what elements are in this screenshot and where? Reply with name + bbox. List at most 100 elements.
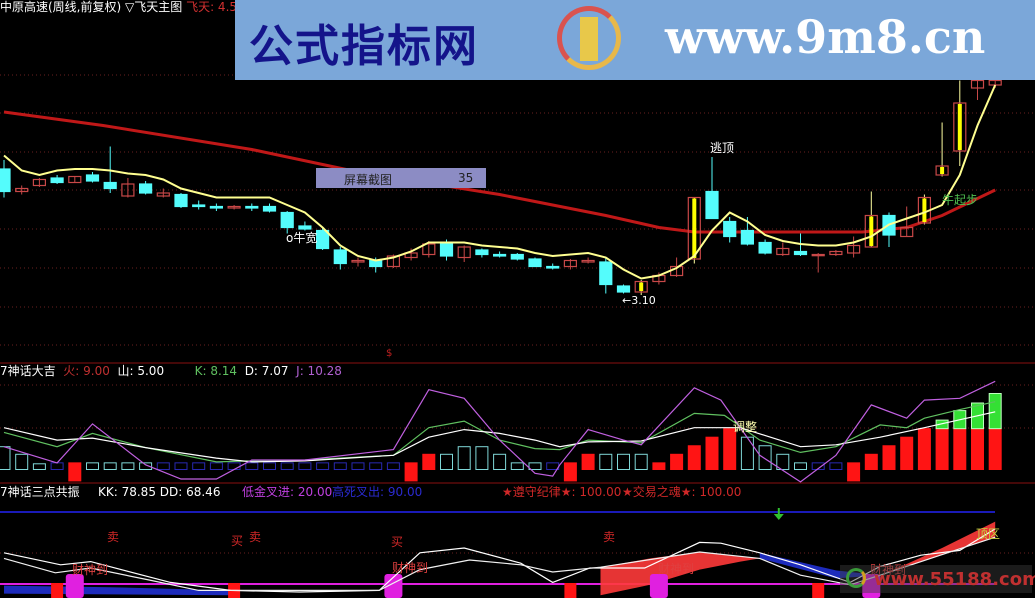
- candle-down: [723, 220, 737, 238]
- candle-down: [298, 225, 312, 230]
- candle-up: [32, 178, 47, 187]
- candle-strong-fill: [692, 198, 697, 258]
- candle-strong-fill: [869, 216, 874, 246]
- histogram-bar-red: [864, 453, 878, 470]
- mid-indicator-name[interactable]: 7神话大吉: [0, 364, 56, 378]
- histogram-bar-red: [68, 462, 82, 482]
- histogram-bar-cyan: [440, 453, 453, 470]
- histogram-bar-red: [882, 445, 896, 470]
- candle-up: [404, 252, 418, 259]
- histogram-bar-blue: [351, 462, 365, 471]
- histogram-bar-blue: [298, 462, 312, 471]
- histogram-bar-red: [847, 462, 861, 482]
- candle-up: [634, 280, 648, 293]
- sell-label: 卖: [603, 530, 616, 544]
- histogram-bar-cyan: [32, 463, 46, 470]
- histogram-bar-blue: [263, 462, 276, 471]
- golden-cross-value: 低金叉进: 20.00: [242, 485, 333, 499]
- site-name: 公式指标网: [249, 21, 479, 72]
- site-url: www.9m8.cn: [665, 10, 986, 64]
- mountain-value: 山: 5.00: [117, 364, 165, 378]
- fortune-label: 财神到: [870, 563, 907, 577]
- buy-bar: [812, 583, 825, 598]
- bottom-indicator-name[interactable]: 7神话三点共振: [0, 485, 80, 499]
- screenshot-label: 屏幕截图: [344, 173, 393, 187]
- candle-up: [351, 259, 365, 263]
- candle-down: [192, 204, 206, 208]
- d-line: [3, 411, 996, 463]
- histogram-bar-cyan: [528, 462, 542, 471]
- histogram-bar-blue: [192, 462, 206, 471]
- candle-down: [280, 211, 294, 229]
- candle-up: [900, 226, 914, 238]
- low-price-marker: ←3.10: [622, 294, 656, 307]
- histogram-bar-blue: [174, 462, 188, 471]
- histogram-bar-blue: [316, 462, 330, 471]
- histogram-bar-red: [404, 462, 418, 482]
- candle-up: [970, 79, 985, 89]
- histogram-bar-red: [971, 428, 984, 470]
- histogram-bar-red: [705, 436, 719, 471]
- histogram-bar-cyan: [617, 453, 630, 470]
- j-value: J: 10.28: [296, 364, 342, 378]
- main-indicator-name[interactable]: ▽飞天主图: [125, 0, 183, 14]
- histogram-bar-cyan: [475, 446, 489, 471]
- histogram-bar-cyan: [758, 445, 772, 470]
- j-line: [3, 380, 996, 483]
- fortune-pillar: [65, 574, 84, 598]
- histogram-bar-cyan: [15, 453, 29, 470]
- k-value: K: 8.14: [194, 364, 238, 378]
- histogram-bar-cyan: [139, 462, 153, 471]
- screenshot-tooltip[interactable]: 屏幕截图 35: [316, 168, 486, 188]
- histogram-bar-cyan: [740, 436, 754, 471]
- histogram-bar-red: [917, 428, 931, 470]
- candle-down: [705, 190, 719, 220]
- adjust-label: 调整: [733, 420, 758, 434]
- candle-down: [599, 261, 613, 286]
- histogram-bar-blue: [50, 462, 64, 471]
- kk-dd-value: KK: 78.85 DD: 68.46: [98, 485, 221, 499]
- histogram-bar-blue: [280, 462, 294, 471]
- histogram-bar-cyan: [86, 462, 99, 471]
- candle-down: [316, 229, 330, 250]
- histogram-bar-cyan: [776, 453, 790, 470]
- histogram-bar-blue: [333, 462, 347, 471]
- screenshot-count: 35: [458, 171, 474, 185]
- candle-down: [439, 241, 454, 257]
- histogram-bar-blue: [245, 462, 259, 471]
- candle-up: [386, 255, 400, 268]
- buy-bar: [51, 583, 64, 598]
- escape-top-label: 逃顶: [710, 141, 735, 155]
- bull-wide-label: o牛宽: [286, 231, 318, 245]
- candle-down: [262, 205, 277, 212]
- candle-down: [475, 249, 489, 256]
- candle-down: [546, 265, 560, 269]
- histogram-bar-blue: [209, 462, 223, 471]
- histogram-bar-blue: [829, 462, 843, 471]
- bottom-panel-header: 7神话三点共振: [0, 485, 80, 499]
- histogram-bar-red: [652, 462, 666, 471]
- histogram-bar-red: [422, 453, 436, 470]
- candle-strong-fill: [957, 104, 962, 150]
- watermark-text: www.55188.com: [874, 569, 1035, 590]
- watermark: www.55188.com: [840, 565, 1035, 593]
- fortune-pillar: [649, 574, 668, 598]
- histogram-bar-green: [988, 393, 1002, 430]
- band-red: [600, 552, 760, 596]
- candle-up: [457, 246, 471, 259]
- candle-down: [740, 229, 755, 245]
- candle-down: [528, 258, 542, 268]
- histogram-bar-cyan: [0, 446, 11, 471]
- k-line: [3, 401, 996, 463]
- candle-down: [616, 285, 631, 293]
- candle-up: [563, 259, 578, 268]
- candle-up: [776, 247, 790, 256]
- dollar-marker: $: [386, 348, 393, 359]
- candle-up: [422, 243, 436, 256]
- discipline-value: ★遵守纪律★: 100.00: [502, 485, 622, 499]
- candle-up: [581, 259, 595, 263]
- candle-up: [687, 196, 701, 260]
- histogram-bar-red: [953, 428, 967, 470]
- fire-value: 火: 9.00: [63, 364, 110, 378]
